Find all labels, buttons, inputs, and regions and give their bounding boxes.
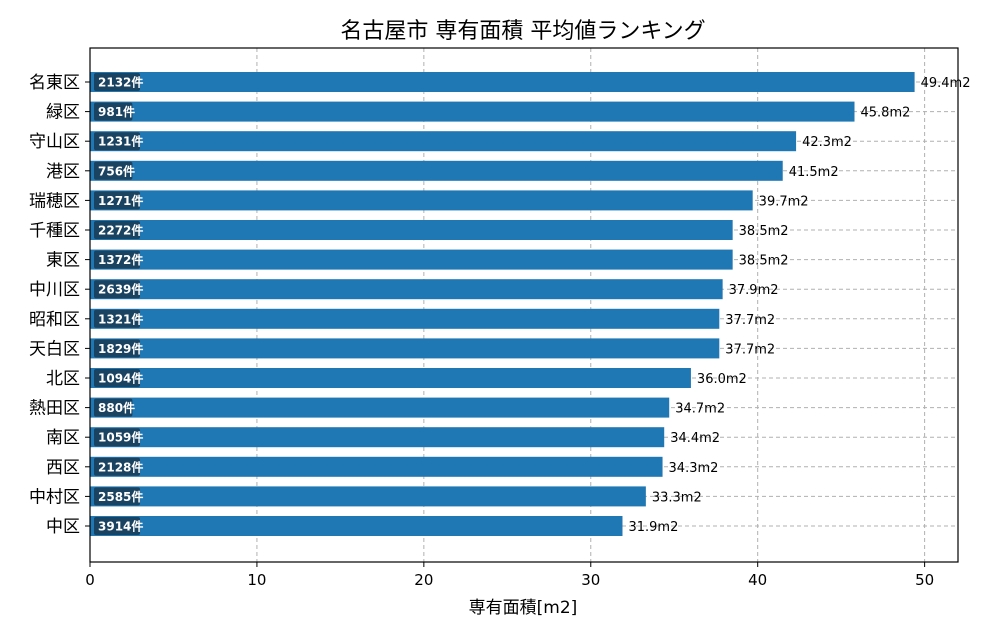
bar xyxy=(90,338,720,359)
count-label: 880件 xyxy=(98,400,135,415)
value-label: 37.7m2 xyxy=(725,313,775,328)
bar xyxy=(90,397,670,418)
bar xyxy=(90,308,720,329)
x-tick-label: 10 xyxy=(247,571,266,589)
count-label: 3914件 xyxy=(98,519,143,534)
category-label: 港区 xyxy=(46,162,80,182)
count-label: 1372件 xyxy=(98,252,143,267)
bar-labels: 49.4m2 2132件 45.8m2 981件 42.3m2 1231件 41.5m2 75… xyxy=(94,73,970,535)
value-label: 39.7m2 xyxy=(759,194,809,209)
count-label: 2272件 xyxy=(98,223,143,238)
count-label: 1094件 xyxy=(98,371,143,386)
value-label: 41.5m2 xyxy=(789,165,839,180)
value-label: 38.5m2 xyxy=(739,224,789,239)
x-tick-label: 50 xyxy=(915,571,934,589)
category-label: 熱田区 xyxy=(29,399,80,419)
category-label: 中区 xyxy=(46,517,80,537)
count-badge xyxy=(94,221,140,239)
bar xyxy=(90,279,723,300)
bar xyxy=(90,516,623,536)
count-label: 2132件 xyxy=(98,75,143,90)
x-tick-label: 0 xyxy=(85,571,95,589)
category-label: 中川区 xyxy=(29,280,80,300)
x-axis-label: 専有面積[m2] xyxy=(469,598,578,618)
bar xyxy=(90,486,646,507)
count-label: 1231件 xyxy=(98,134,143,149)
category-label: 千種区 xyxy=(29,221,80,241)
category-label: 北区 xyxy=(46,369,80,389)
count-badge xyxy=(94,250,140,269)
x-tick-label: 20 xyxy=(414,571,433,589)
count-badge xyxy=(94,487,140,506)
value-label: 37.7m2 xyxy=(725,342,775,357)
category-label: 天白区 xyxy=(29,339,80,359)
bar xyxy=(90,456,663,477)
value-label: 31.9m2 xyxy=(628,520,678,535)
value-label: 37.9m2 xyxy=(729,283,779,298)
category-label: 昭和区 xyxy=(29,310,80,330)
grid-lines xyxy=(89,48,958,562)
category-label: 南区 xyxy=(46,428,80,448)
value-label: 38.5m2 xyxy=(739,254,789,269)
bar xyxy=(90,368,691,388)
count-badge xyxy=(94,369,140,387)
count-badge xyxy=(94,309,140,328)
count-label: 1271件 xyxy=(98,193,143,208)
count-label: 1059件 xyxy=(98,430,143,445)
axes: 0 10 20 30 40 50 名東区緑区守山区港区瑞穂区千種区東区中川区昭和区天白区北区… xyxy=(29,73,934,589)
count-badge xyxy=(94,398,133,417)
count-badge xyxy=(94,428,140,447)
x-tick-label: 40 xyxy=(748,571,767,589)
category-label: 中村区 xyxy=(29,487,80,507)
count-label: 1321件 xyxy=(98,311,143,326)
count-label: 1829件 xyxy=(98,341,143,356)
category-label: 緑区 xyxy=(46,103,80,123)
bar xyxy=(90,220,733,240)
bar xyxy=(90,101,855,122)
chart-title: 名古屋市 専有面積 平均値ランキング xyxy=(340,19,705,44)
value-label: 33.3m2 xyxy=(652,490,702,505)
count-badge xyxy=(94,161,133,180)
bar xyxy=(90,72,915,92)
value-label: 36.0m2 xyxy=(697,372,747,387)
bar xyxy=(90,190,753,211)
bar xyxy=(90,160,783,181)
category-label: 守山区 xyxy=(29,132,80,152)
count-badge xyxy=(94,191,140,210)
count-label: 756件 xyxy=(98,163,135,178)
count-label: 981件 xyxy=(98,104,135,119)
value-label: 49.4m2 xyxy=(921,76,971,91)
x-tick-label: 30 xyxy=(581,571,600,589)
bar xyxy=(90,249,733,270)
count-label: 2128件 xyxy=(98,459,143,474)
count-badge xyxy=(94,517,140,535)
category-label: 東区 xyxy=(46,251,80,271)
count-badge xyxy=(94,339,140,358)
value-label: 45.8m2 xyxy=(861,106,911,121)
count-badge xyxy=(94,102,133,121)
value-label: 34.4m2 xyxy=(670,431,720,446)
count-label: 2585件 xyxy=(98,489,143,504)
value-label: 34.3m2 xyxy=(669,461,719,476)
bars xyxy=(90,72,915,536)
category-label: 西区 xyxy=(46,458,80,478)
count-badge xyxy=(94,457,140,476)
count-badge xyxy=(94,280,140,299)
value-label: 34.7m2 xyxy=(675,402,725,417)
plot-frame xyxy=(89,47,959,563)
bar xyxy=(90,427,665,448)
count-badge xyxy=(94,132,140,151)
count-label: 2639件 xyxy=(98,282,143,297)
category-label: 瑞穂区 xyxy=(29,191,80,211)
count-badge xyxy=(94,73,140,91)
value-label: 42.3m2 xyxy=(802,135,852,150)
bar xyxy=(90,131,797,152)
category-label: 名東区 xyxy=(29,73,80,93)
